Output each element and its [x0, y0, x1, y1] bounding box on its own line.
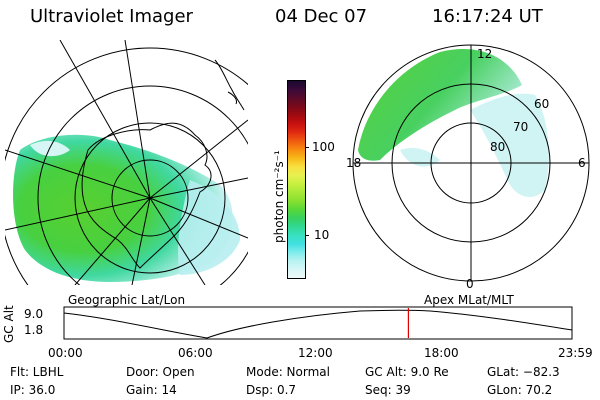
- mlt-label-6: 6: [578, 156, 586, 170]
- info-seq: Seq: 39: [365, 383, 411, 397]
- instrument-title: Ultraviolet Imager: [30, 6, 193, 27]
- colorbar-tick-100: [305, 147, 309, 148]
- left-meridians: [5, 40, 248, 285]
- mlat-label-80: 80: [490, 140, 506, 154]
- mlt-label-12: 12: [477, 47, 493, 61]
- info-door: Door: Open: [126, 365, 195, 379]
- info-dsp: Dsp: 0.7: [246, 383, 297, 397]
- time-label: 16:17:24 UT: [432, 6, 543, 27]
- info-flt: Flt: LBHL: [10, 365, 64, 379]
- timeline-ytick-top: 9.0: [24, 307, 44, 321]
- info-ip: IP: 36.0: [10, 383, 56, 397]
- left-lat-circles: [5, 47, 248, 285]
- mlt-label-18: 18: [346, 156, 362, 170]
- info-glat: GLat: −82.3: [487, 365, 560, 379]
- timeline-xtick-1: 06:00: [178, 346, 213, 360]
- colorbar-tick-label-100: 100: [312, 140, 335, 154]
- timeline-xtick-0: 00:00: [48, 346, 83, 360]
- colorbar: [287, 80, 306, 279]
- mlat-label-70: 70: [513, 120, 529, 134]
- info-gcalt: GC Alt: 9.0 Re: [365, 365, 449, 379]
- info-glon: GLon: 70.2: [487, 383, 553, 397]
- date-label: 04 Dec 07: [275, 6, 368, 27]
- left-coastline: [81, 122, 212, 269]
- timeline-xtick-3: 18:00: [424, 346, 459, 360]
- colorbar-tick-10: [305, 235, 309, 236]
- info-gain: Gain: 14: [126, 383, 177, 397]
- info-mode: Mode: Normal: [246, 365, 330, 379]
- timeline-ytick-bottom: 1.8: [24, 323, 44, 337]
- right-aurora-region: [358, 48, 549, 197]
- timeline-xtick-2: 12:00: [298, 346, 333, 360]
- mlt-label-0: 0: [466, 277, 474, 291]
- right-panel-caption: Apex MLat/MLT: [424, 293, 514, 307]
- mlat-label-60: 60: [534, 97, 550, 111]
- timeline-xtick-4: 23:59: [558, 346, 593, 360]
- left-panel-caption: Geographic Lat/Lon: [68, 293, 186, 307]
- colorbar-tick-label-10: 10: [314, 228, 330, 242]
- right-mlt-lines: [353, 45, 589, 281]
